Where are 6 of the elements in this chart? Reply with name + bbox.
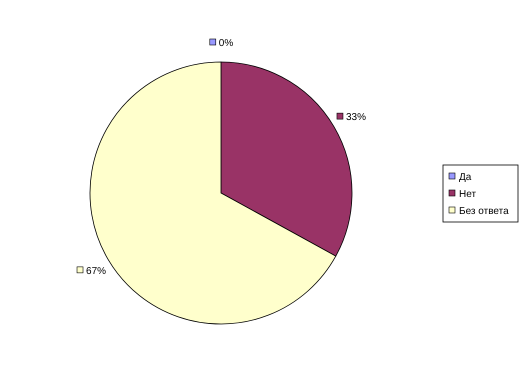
data-label: 67% <box>86 266 106 277</box>
text: 0% <box>218 38 234 49</box>
legend-label: Да <box>459 172 472 183</box>
legend-label: Нет <box>459 189 476 200</box>
data-label: 33% <box>346 112 366 124</box>
legend-label: Без ответа <box>459 206 510 217</box>
